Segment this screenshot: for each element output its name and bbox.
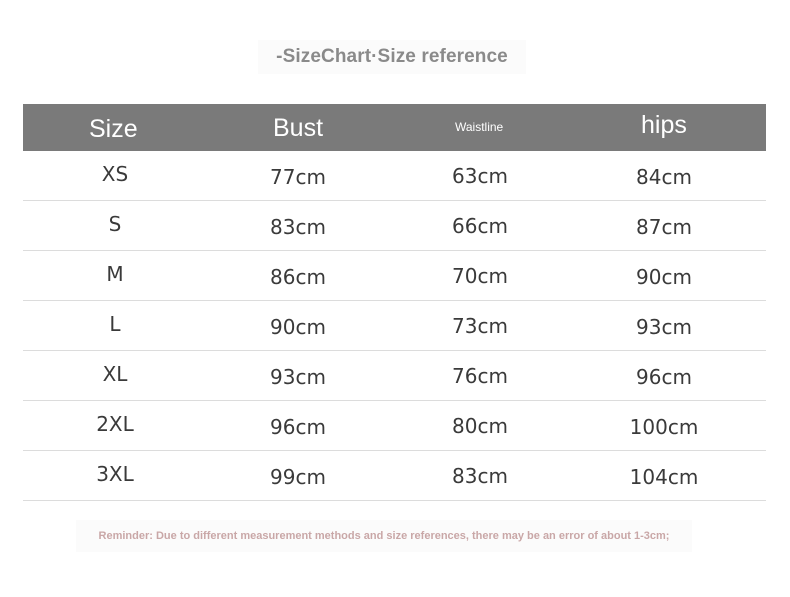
table-row: 3XL 99cm 83cm 104cm (23, 451, 766, 501)
page-title: -SizeChart·Size reference (276, 46, 508, 67)
cell-hips: 104cm (629, 464, 699, 489)
cell-hips: 87cm (636, 214, 692, 239)
cell-waistline: 73cm (452, 313, 508, 338)
cell-hips: 100cm (629, 414, 699, 439)
table-row: M 86cm 70cm 90cm (23, 251, 766, 301)
size-table: Size Bust Waistline hips XS 77cm 63cm 84… (23, 104, 766, 501)
table-row: L 90cm 73cm 93cm (23, 301, 766, 351)
cell-bust: 99cm (270, 464, 326, 489)
reminder-text: Reminder: Due to different measurement m… (98, 530, 670, 542)
cell-size: M (106, 261, 124, 286)
table-row: XL 93cm 76cm 96cm (23, 351, 766, 401)
cell-size: XS (101, 161, 129, 186)
cell-bust: 83cm (270, 214, 326, 239)
cell-waistline: 63cm (452, 163, 508, 188)
cell-hips: 93cm (636, 314, 692, 339)
cell-waistline: 76cm (452, 363, 508, 388)
header-hips: hips (641, 111, 687, 139)
cell-bust: 86cm (270, 264, 326, 289)
title-banner: -SizeChart·Size reference (258, 40, 526, 74)
table-header-row: Size Bust Waistline hips (23, 104, 766, 151)
cell-waistline: 80cm (452, 413, 508, 438)
table-row: S 83cm 66cm 87cm (23, 201, 766, 251)
cell-hips: 84cm (636, 164, 692, 189)
header-size: Size (89, 115, 138, 143)
cell-waistline: 83cm (452, 463, 508, 488)
header-waistline: Waistline (455, 119, 504, 134)
cell-hips: 96cm (636, 364, 692, 389)
cell-hips: 90cm (636, 264, 692, 289)
cell-size: S (108, 211, 122, 236)
header-bust: Bust (273, 114, 324, 142)
cell-bust: 96cm (270, 414, 326, 439)
table-row: 2XL 96cm 80cm 100cm (23, 401, 766, 451)
cell-size: XL (102, 361, 128, 386)
cell-size: 3XL (96, 461, 134, 486)
table-row: XS 77cm 63cm 84cm (23, 151, 766, 201)
cell-size: 2XL (96, 411, 134, 436)
reminder-banner: Reminder: Due to different measurement m… (76, 520, 692, 552)
cell-bust: 77cm (270, 164, 326, 189)
cell-waistline: 66cm (452, 213, 508, 238)
cell-waistline: 70cm (452, 263, 508, 288)
cell-size: L (109, 311, 121, 336)
cell-bust: 93cm (270, 364, 326, 389)
cell-bust: 90cm (270, 314, 326, 339)
